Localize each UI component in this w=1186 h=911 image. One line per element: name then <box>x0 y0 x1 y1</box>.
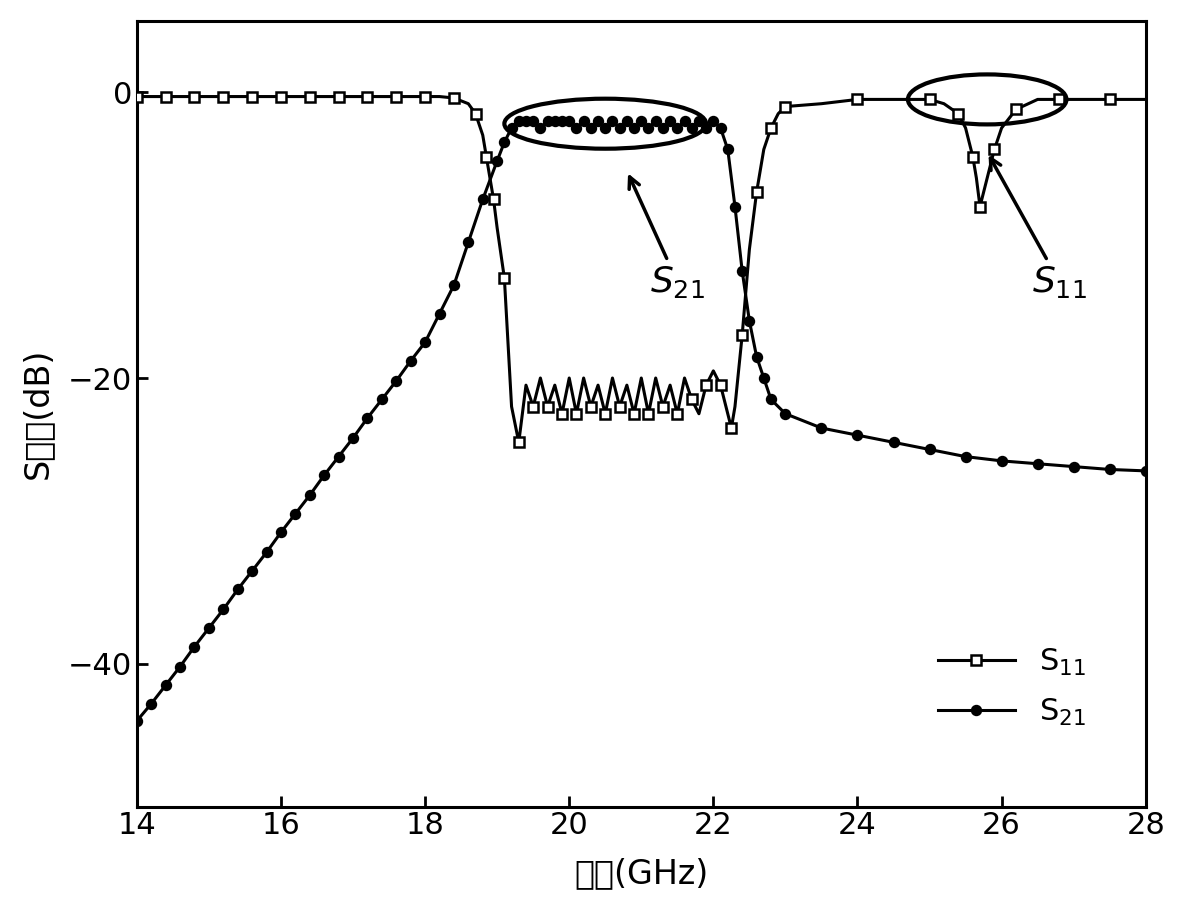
$\mathregular{S}_{21}$ <box>735 265 750 276</box>
Y-axis label: S参数(dB): S参数(dB) <box>21 348 53 479</box>
$\mathregular{S}_{21}$ <box>1139 466 1153 476</box>
$\mathregular{S}_{21}$ <box>129 715 144 726</box>
$\mathregular{S}_{11}$ <box>728 401 742 412</box>
$\mathregular{S}_{21}$ <box>721 144 735 155</box>
$\mathregular{S}_{11}$ <box>1139 94 1153 105</box>
$\mathregular{S}_{11}$ <box>958 122 973 133</box>
Legend: $\mathregular{S}_{11}$, $\mathregular{S}_{21}$: $\mathregular{S}_{11}$, $\mathregular{S}… <box>913 622 1110 752</box>
$\mathregular{S}_{21}$ <box>757 373 771 384</box>
$\mathregular{S}_{11}$ <box>937 98 951 109</box>
$\mathregular{S}_{21}$ <box>886 437 900 448</box>
$\mathregular{S}_{11}$ <box>302 91 317 102</box>
Line: $\mathregular{S}_{21}$: $\mathregular{S}_{21}$ <box>132 116 1150 726</box>
$\mathregular{S}_{11}$ <box>511 437 525 448</box>
X-axis label: 频率(GHz): 频率(GHz) <box>574 857 708 890</box>
$\mathregular{S}_{11}$ <box>1052 94 1066 105</box>
Line: $\mathregular{S}_{11}$: $\mathregular{S}_{11}$ <box>132 92 1150 447</box>
$\mathregular{S}_{11}$ <box>129 91 144 102</box>
$\mathregular{S}_{21}$ <box>511 116 525 127</box>
$\mathregular{S}_{11}$ <box>483 172 497 183</box>
$\mathregular{S}_{21}$ <box>742 315 757 326</box>
$\mathregular{S}_{21}$ <box>216 604 230 615</box>
Text: $S_{11}$: $S_{11}$ <box>990 159 1086 300</box>
Text: $S_{21}$: $S_{21}$ <box>629 177 704 300</box>
